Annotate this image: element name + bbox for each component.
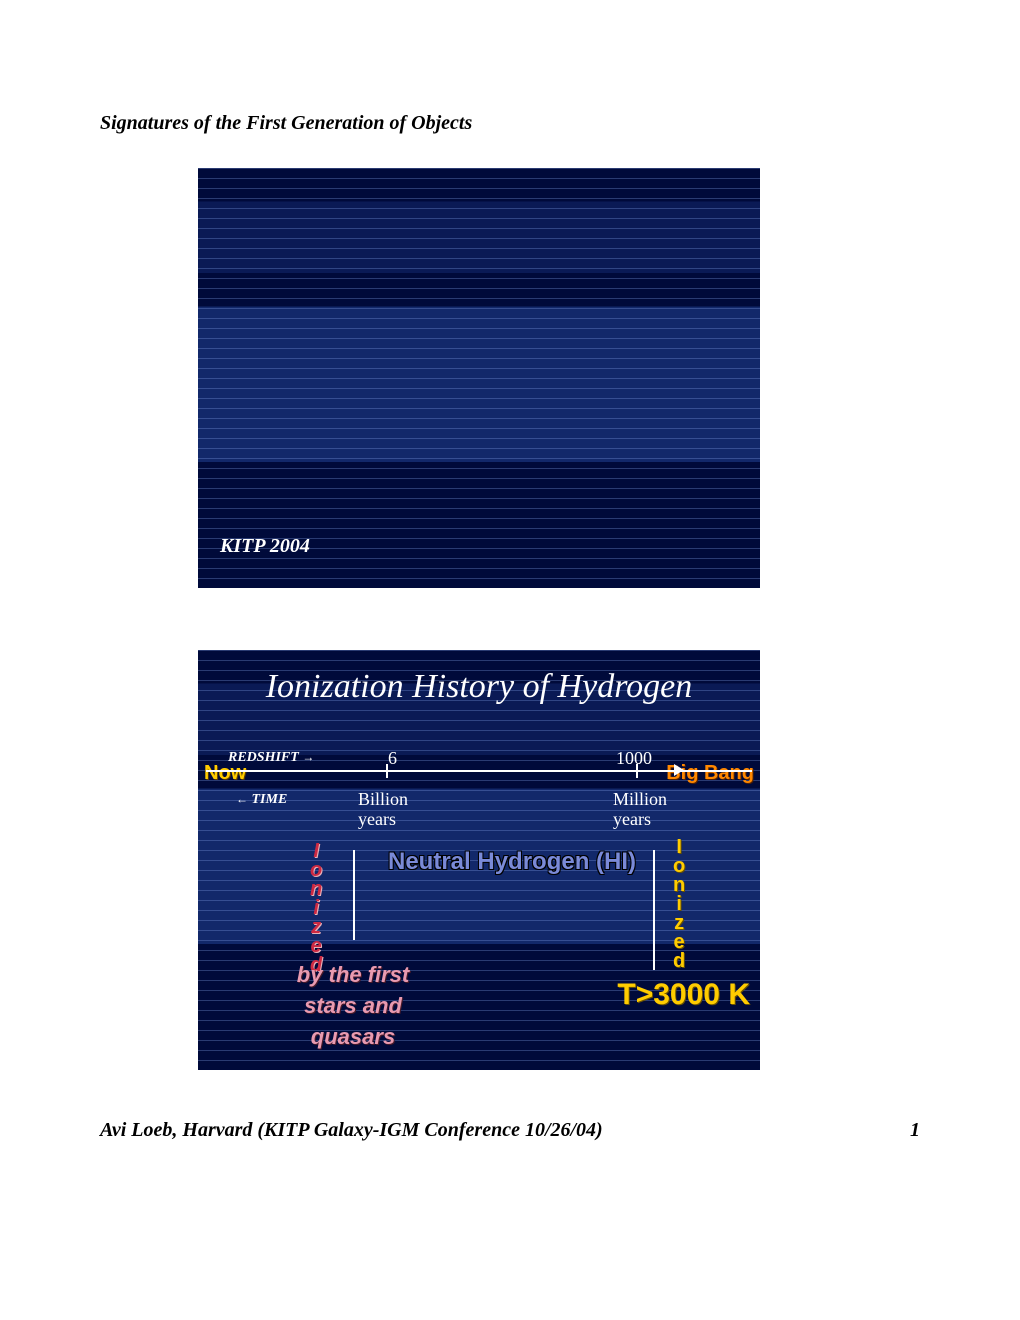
tick-bot-2-line2: years bbox=[613, 809, 651, 829]
slide-background bbox=[198, 168, 760, 588]
slide-2: Ionization History of Hydrogen REDSHIFT … bbox=[198, 650, 760, 1070]
time-text: TIME bbox=[252, 792, 288, 807]
arrow-left-icon: ← bbox=[236, 792, 248, 807]
temperature-label: T>3000 K bbox=[617, 978, 750, 1012]
tick-top-2: 1000 bbox=[616, 748, 652, 769]
time-label: ← TIME bbox=[236, 792, 287, 808]
divider-line bbox=[653, 850, 655, 970]
ionized-left-label: Ionized bbox=[310, 842, 322, 975]
slide-title: Ionization History of Hydrogen bbox=[198, 668, 760, 706]
neutral-hydrogen-label: Neutral Hydrogen (HI) bbox=[388, 848, 636, 876]
by-first-stars-label: by the first stars and quasars bbox=[253, 960, 453, 1052]
by-first-line3: quasars bbox=[311, 1024, 395, 1049]
page-number: 1 bbox=[910, 1119, 920, 1142]
arrow-right-icon: → bbox=[302, 750, 314, 765]
page-footer: Avi Loeb, Harvard (KITP Galaxy-IGM Confe… bbox=[100, 1119, 920, 1142]
tick-top-1: 6 bbox=[388, 748, 397, 769]
ionized-right-label: Ionized bbox=[673, 838, 685, 971]
slide-1: KITP 2004 bbox=[198, 168, 760, 588]
divider-line bbox=[353, 850, 355, 940]
timeline-axis bbox=[206, 770, 752, 772]
timeline-arrow-icon bbox=[674, 764, 684, 776]
by-first-line2: stars and bbox=[304, 993, 402, 1018]
tick-bot-1-line2: years bbox=[358, 809, 396, 829]
tick-bot-1-line1: Billion bbox=[358, 789, 408, 809]
by-first-line1: by the first bbox=[297, 962, 409, 987]
tick-bot-2: Million years bbox=[613, 790, 667, 830]
tick-bot-1: Billion years bbox=[358, 790, 408, 830]
kitp-label: KITP 2004 bbox=[220, 535, 310, 558]
page-header: Signatures of the First Generation of Ob… bbox=[100, 112, 472, 135]
tick-bot-2-line1: Million bbox=[613, 789, 667, 809]
footer-left: Avi Loeb, Harvard (KITP Galaxy-IGM Confe… bbox=[100, 1119, 603, 1142]
now-label: Now bbox=[204, 762, 246, 785]
